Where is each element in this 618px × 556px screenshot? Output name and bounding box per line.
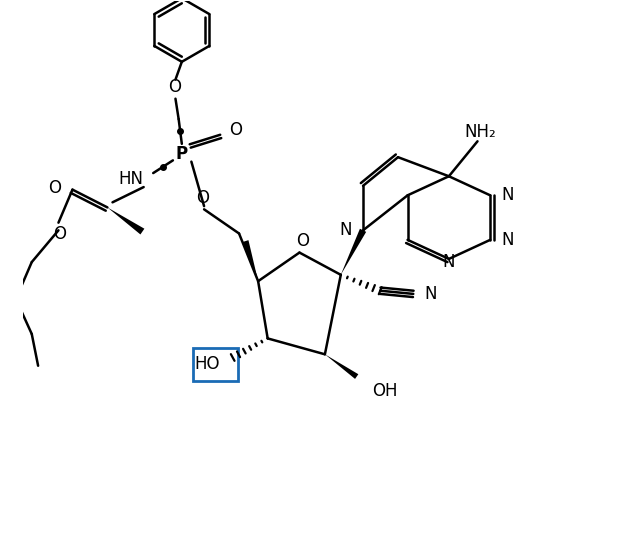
Text: O: O — [167, 78, 180, 96]
Text: N: N — [502, 186, 514, 205]
Text: O: O — [53, 225, 66, 243]
Polygon shape — [325, 354, 358, 379]
Text: P: P — [176, 145, 188, 163]
Text: NH₂: NH₂ — [465, 123, 497, 141]
Polygon shape — [108, 207, 145, 235]
Text: O: O — [48, 180, 61, 197]
Bar — [193, 348, 239, 381]
Text: OH: OH — [373, 381, 398, 400]
Text: O: O — [296, 232, 309, 250]
Text: O: O — [229, 121, 242, 140]
Polygon shape — [242, 240, 258, 281]
Text: O: O — [197, 189, 210, 207]
Text: N: N — [339, 221, 352, 239]
Text: HO: HO — [195, 355, 220, 373]
Text: N: N — [502, 231, 514, 249]
Text: HN: HN — [119, 171, 143, 188]
Text: N: N — [442, 253, 455, 271]
Text: N: N — [425, 285, 437, 303]
Polygon shape — [341, 229, 366, 275]
